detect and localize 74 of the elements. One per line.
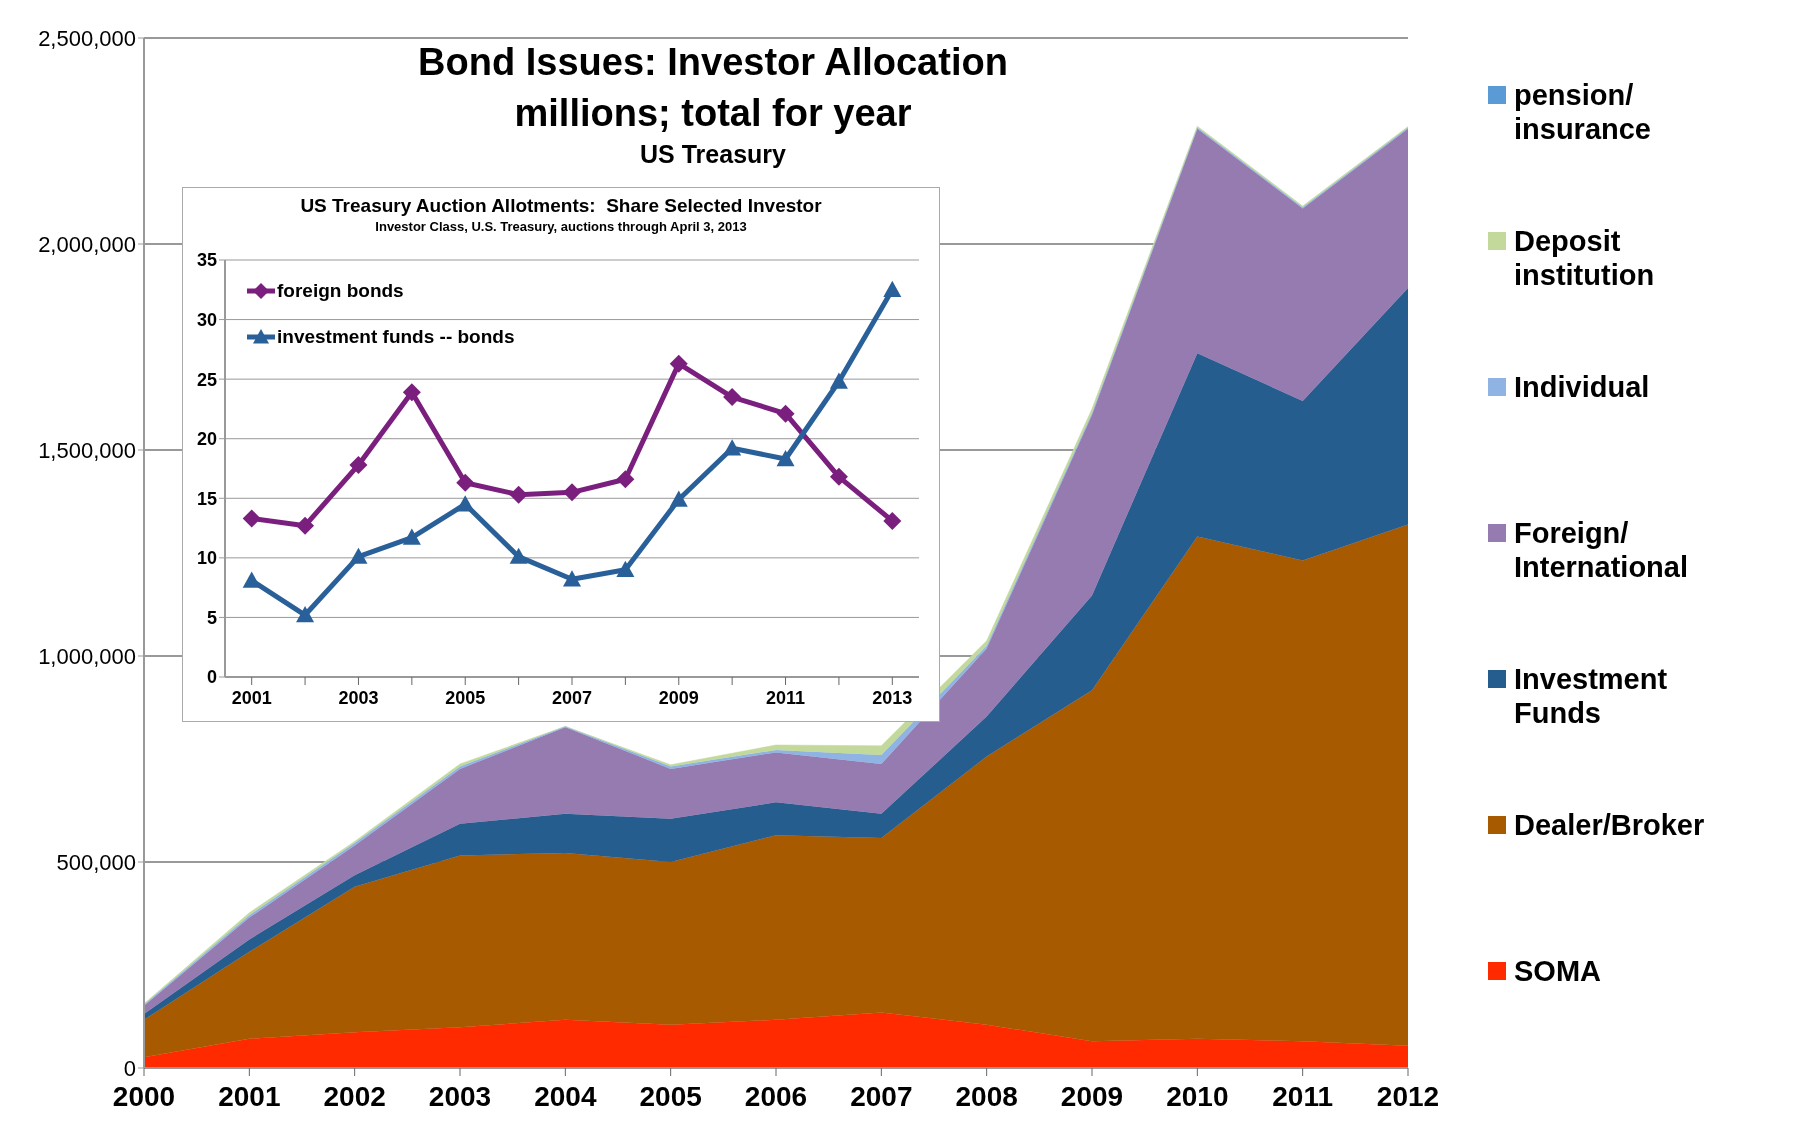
point bbox=[669, 490, 688, 507]
chart-title: US Treasury Auction Allotments: Share Selected Investor bbox=[299, 194, 823, 218]
x-tick-label: 2003 bbox=[338, 687, 379, 708]
x-tick-label: 2002 bbox=[323, 1080, 386, 1112]
y-tick-label: 0 bbox=[206, 667, 217, 688]
point bbox=[829, 467, 848, 486]
x-tick-label: 2011 bbox=[1272, 1080, 1334, 1112]
point bbox=[883, 280, 902, 297]
point bbox=[563, 483, 581, 502]
point bbox=[776, 404, 795, 423]
point bbox=[616, 470, 635, 489]
point bbox=[616, 560, 635, 577]
x-tick-label: 2006 bbox=[744, 1080, 808, 1112]
x-tick-label: 2008 bbox=[955, 1080, 1018, 1112]
point bbox=[242, 571, 261, 588]
x-tick-label: 2013 bbox=[872, 687, 913, 708]
x-tick-label: 2007 bbox=[551, 687, 593, 708]
point bbox=[829, 372, 848, 389]
legend-label: foreign bonds bbox=[277, 280, 404, 302]
x-tick-label: 2012 bbox=[1376, 1080, 1440, 1112]
chart-subtitle: Investor Class, U.S. Treasury, auctions through April 3, 2013 bbox=[374, 218, 748, 236]
x-tick-label: 2000 bbox=[112, 1080, 176, 1112]
point bbox=[669, 354, 688, 373]
point bbox=[776, 449, 795, 467]
y-tick-label: 2,000,000 bbox=[38, 231, 136, 257]
y-tick-label: 30 bbox=[196, 309, 217, 330]
point bbox=[563, 570, 581, 587]
legend-label: Foreign/ International bbox=[1514, 516, 1689, 584]
x-tick-label: 2003 bbox=[428, 1080, 492, 1112]
y-tick-label: 2,500,000 bbox=[38, 25, 136, 51]
x-tick-label: 2010 bbox=[1166, 1080, 1229, 1112]
x-tick-label: 2007 bbox=[850, 1080, 913, 1112]
x-tick-label: 2005 bbox=[639, 1080, 702, 1112]
y-tick-label: 5 bbox=[206, 607, 217, 628]
point bbox=[509, 547, 528, 564]
point bbox=[296, 606, 315, 623]
x-tick-label: 2001 bbox=[218, 1080, 281, 1112]
y-tick-label: 10 bbox=[196, 548, 217, 569]
y-tick-label: 1,500,000 bbox=[38, 437, 136, 463]
chart-title: Bond Issues: Investor Allocation bbox=[418, 41, 1008, 83]
x-tick-label: 2009 bbox=[1060, 1080, 1124, 1112]
annotation: US Treasury bbox=[639, 139, 787, 170]
point bbox=[296, 516, 315, 535]
y-tick-label: 35 bbox=[196, 250, 217, 271]
point bbox=[456, 473, 475, 492]
y-tick-label: 500,000 bbox=[56, 849, 136, 875]
y-tick-label: 0 bbox=[123, 1055, 136, 1081]
point bbox=[723, 439, 742, 456]
legend-label: SOMA bbox=[1514, 954, 1601, 988]
x-tick-label: 2009 bbox=[658, 687, 699, 708]
y-tick-label: 1,000,000 bbox=[38, 643, 136, 669]
point bbox=[883, 511, 902, 530]
text: millions; total for year bbox=[513, 91, 913, 136]
legend-label: investment funds -- bonds bbox=[277, 326, 515, 348]
point bbox=[723, 388, 742, 407]
x-tick-label: 2004 bbox=[534, 1080, 597, 1112]
y-tick-label: 25 bbox=[196, 369, 217, 390]
point bbox=[402, 383, 421, 402]
x-tick-label: 2011 bbox=[766, 687, 806, 708]
x-tick-label: 2001 bbox=[231, 687, 272, 708]
legend-label: Deposit institution bbox=[1514, 224, 1656, 292]
point bbox=[456, 495, 475, 512]
point bbox=[402, 528, 421, 545]
legend-label: Individual bbox=[1514, 370, 1650, 404]
point bbox=[349, 547, 368, 564]
point bbox=[509, 485, 528, 504]
point bbox=[349, 455, 368, 474]
legend-label: Dealer/Broker bbox=[1514, 808, 1705, 842]
y-tick-label: 20 bbox=[196, 429, 217, 450]
legend-label: Investment Funds bbox=[1514, 662, 1669, 730]
point bbox=[242, 509, 261, 528]
x-tick-label: 2005 bbox=[445, 687, 486, 708]
legend-label: pension/ insurance bbox=[1514, 78, 1652, 146]
y-tick-label: 15 bbox=[196, 488, 217, 509]
